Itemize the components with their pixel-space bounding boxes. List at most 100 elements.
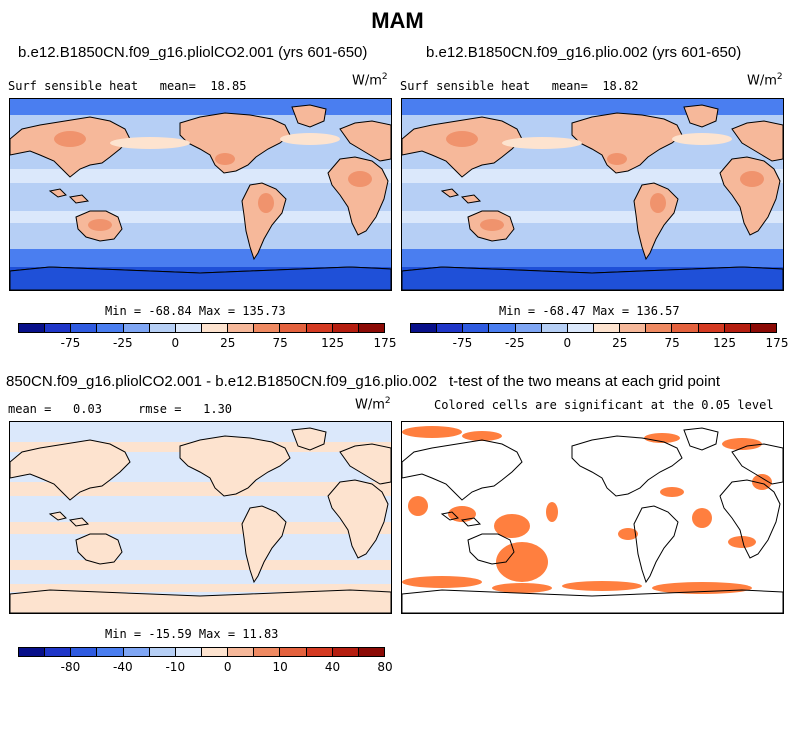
land-hotspot (348, 171, 372, 187)
colorbar-swatch (332, 324, 359, 332)
colorbar-swatch (306, 324, 333, 332)
continent-outline (731, 120, 783, 162)
panel1-variable-label: Surf sensible heat mean= 18.85 (8, 79, 247, 93)
ocean-warm-streak (280, 133, 340, 145)
colorbar-swatch (201, 324, 229, 332)
colorbar-tick-label: 125 (321, 336, 345, 350)
colorbar-swatch (489, 324, 516, 332)
colorbar-swatch (698, 324, 725, 332)
continent-outline (440, 511, 459, 521)
ocean-warm-streak (110, 137, 190, 149)
tropical-band-north (402, 169, 783, 183)
colorbar-swatch (306, 648, 333, 656)
colorbar-tick-label: -25 (113, 336, 133, 350)
colorbar-swatch (437, 324, 464, 332)
significant-region (652, 582, 752, 594)
continent-outline (402, 439, 523, 501)
colorbar-swatch (97, 324, 124, 332)
colorbar-swatch (411, 324, 438, 332)
colorbar-swatch (254, 648, 281, 656)
continent-outline (339, 120, 391, 162)
significant-region (408, 496, 428, 516)
significant-region (402, 426, 462, 438)
colorbar-swatch (71, 324, 98, 332)
continent-outline (460, 194, 482, 204)
tropical-band-south (402, 211, 783, 223)
colorbar-tick-label: 25 (612, 336, 628, 350)
colorbar-swatch (358, 324, 384, 332)
panel4-subtitle: Colored cells are significant at the 0.0… (434, 398, 774, 412)
arctic-band (10, 99, 391, 115)
panel1-min-max: Min = -68.84 Max = 135.73 (105, 304, 286, 318)
panel4-map (401, 421, 784, 614)
colorbar-tick-label: -75 (452, 336, 473, 350)
panel2-colorbar-ticks: -75 -25 0 25 75 125 175 (410, 336, 789, 352)
antarctica (402, 266, 783, 290)
colorbar-swatch (149, 324, 176, 332)
continent-outline (571, 112, 683, 174)
ocean-warm-streak (502, 137, 582, 149)
colorbar-tick-label: 0 (171, 336, 180, 350)
continent-outline (10, 439, 131, 501)
diff-band (10, 482, 391, 496)
colorbar-swatch (123, 324, 150, 332)
colorbar-swatch (201, 648, 229, 656)
land-hotspot (446, 131, 478, 147)
continent-outline (719, 479, 781, 559)
panel2-map-svg (402, 99, 783, 290)
panel1-colorbar-ticks: -75 -25 0 25 75 125 175 (18, 336, 397, 352)
continent-outline (291, 427, 327, 451)
panel3-colorbar (18, 647, 385, 657)
colorbar-swatch (567, 324, 594, 332)
colorbar-tick-label: -25 (505, 336, 525, 350)
tropical-band-south (10, 211, 391, 223)
colorbar-tick-label: 25 (220, 336, 236, 350)
significant-region (496, 542, 548, 582)
southern-ocean-band (402, 249, 783, 271)
colorbar-swatch (332, 648, 359, 656)
colorbar-swatch (280, 648, 307, 656)
continent-outline (402, 589, 783, 613)
panel3-stats: mean = 0.03 rmse = 1.30 (8, 402, 233, 416)
panel4-case-title: t-test of the two means at each grid poi… (449, 373, 720, 390)
panel2-variable-label: Surf sensible heat mean= 18.82 (400, 79, 639, 93)
colorbar-swatch (620, 324, 647, 332)
panel2-min-max: Min = -68.47 Max = 136.57 (499, 304, 680, 318)
significant-region (722, 438, 762, 450)
continent-outline (10, 589, 391, 613)
significant-region (660, 487, 684, 497)
colorbar-tick-label: 125 (713, 336, 737, 350)
significant-region (462, 431, 502, 441)
continent-outline (633, 182, 679, 261)
diff-band (10, 560, 391, 570)
continent-outline (327, 479, 389, 559)
panel3-min-max: Min = -15.59 Max = 11.83 (105, 627, 279, 641)
panel4-map-svg (402, 422, 783, 613)
colorbar-swatch (175, 648, 202, 656)
significant-region (448, 506, 476, 522)
colorbar-swatch (71, 648, 98, 656)
colorbar-swatch (19, 648, 46, 656)
land-hotspot (480, 219, 504, 231)
panel1-units: W/m2 (352, 72, 388, 89)
continent-outline (241, 505, 287, 584)
colorbar-tick-label: 80 (377, 660, 393, 674)
colorbar-swatch (515, 324, 542, 332)
panel2-units: W/m2 (747, 72, 783, 89)
colorbar-tick-label: 175 (373, 336, 397, 350)
colorbar-swatch (175, 324, 202, 332)
continent-outline (731, 443, 783, 485)
colorbar-tick-label: -40 (113, 660, 133, 674)
panel3-map-svg (10, 422, 391, 613)
land-hotspot (54, 131, 86, 147)
colorbar-tick-label: -80 (60, 660, 81, 674)
panel3-colorbar-ticks: -80 -40 -10 0 10 40 80 (18, 660, 393, 676)
page-title: MAM (371, 8, 424, 33)
continent-outline (460, 517, 482, 527)
panel3-map (9, 421, 392, 614)
continent-outline (68, 517, 90, 527)
significant-region (618, 528, 638, 540)
continent-outline (440, 188, 459, 198)
colorbar-swatch (97, 648, 124, 656)
continent-outline (327, 156, 389, 236)
